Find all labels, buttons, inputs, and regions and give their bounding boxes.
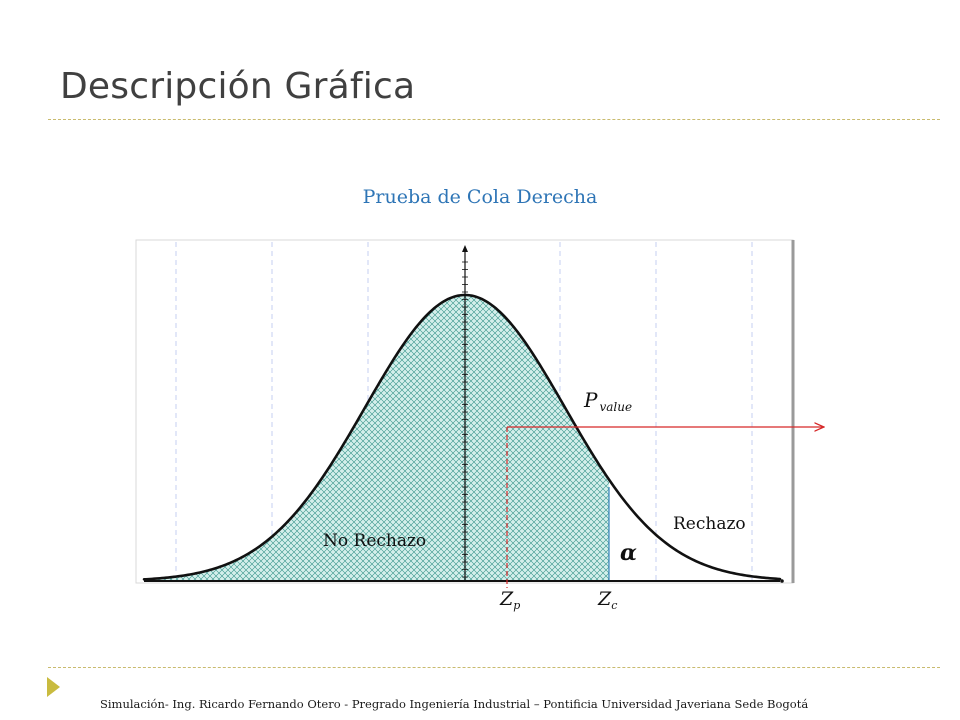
footer-text: Simulación- Ing. Ricardo Fernando Otero … — [100, 697, 809, 711]
chart-title: Prueba de Cola Derecha — [362, 186, 598, 208]
x-axis-end — [780, 579, 784, 583]
zp-label: Zp — [499, 588, 520, 612]
slide-title: Descripción Gráfica — [60, 66, 416, 107]
footer-divider — [48, 667, 940, 668]
y-axis-ticks — [462, 261, 468, 578]
zc-label: Zc — [597, 588, 617, 612]
title-divider — [48, 119, 940, 120]
non-rejection-area — [144, 295, 609, 581]
alpha-label: α — [620, 540, 637, 566]
footer-bullet-icon — [47, 677, 60, 697]
rejection-label: Rechazo — [673, 514, 746, 534]
y-axis-arrow — [462, 245, 468, 252]
normal-curve — [142, 293, 782, 581]
non-rejection-label: No Rechazo — [323, 531, 426, 551]
